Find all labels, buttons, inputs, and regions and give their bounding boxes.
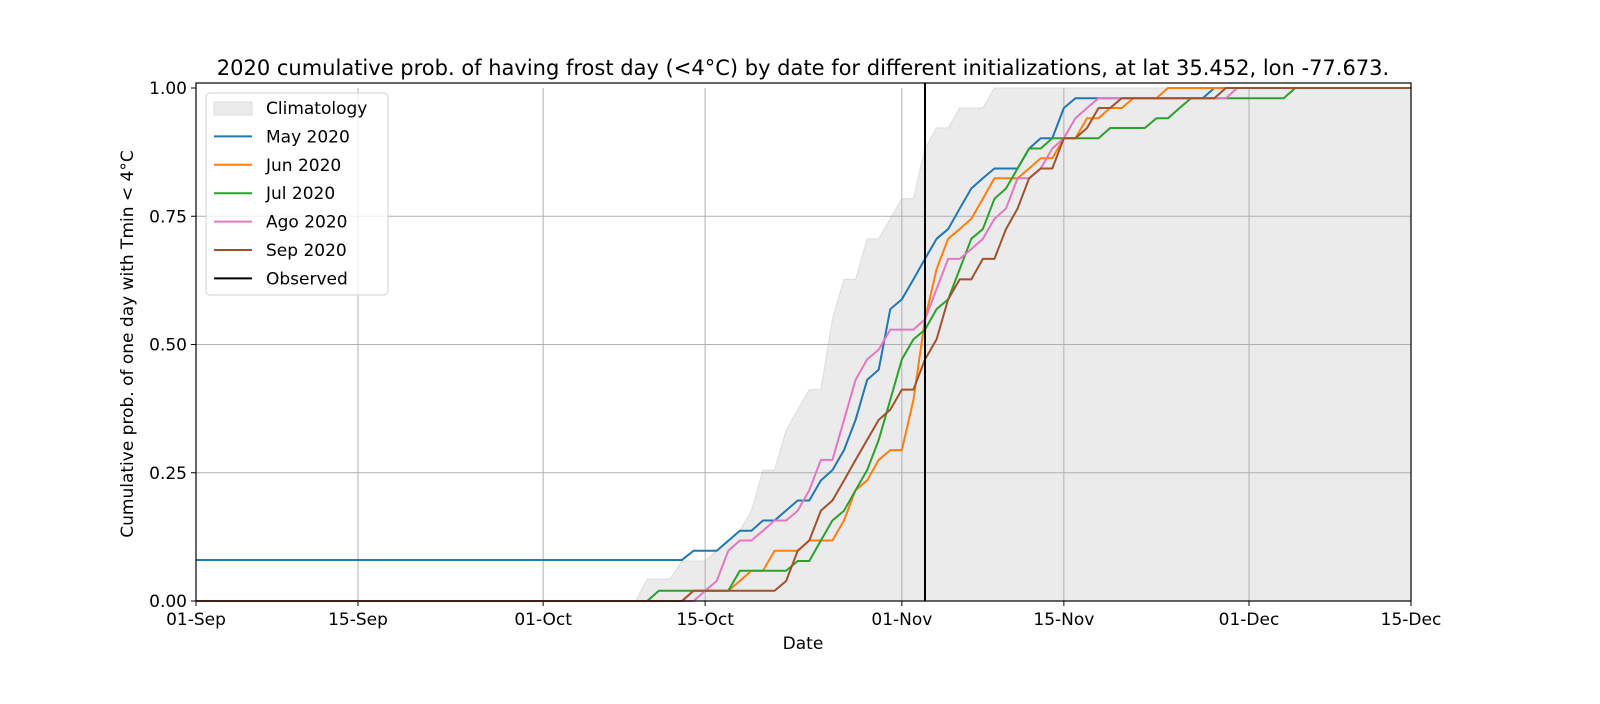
y-axis-label: Cumulative prob. of one day with Tmin < … xyxy=(118,150,138,538)
y-tick-label: 1.00 xyxy=(149,79,187,99)
y-tick-label: 0.00 xyxy=(149,592,187,612)
x-tick-label: 15-Sep xyxy=(328,610,388,630)
legend-label: Jun 2020 xyxy=(265,156,341,176)
y-tick-label: 0.25 xyxy=(149,464,187,484)
legend-swatch-climatology xyxy=(213,101,253,116)
chart-title: 2020 cumulative prob. of having frost da… xyxy=(217,56,1389,80)
series-line-may-2020 xyxy=(196,87,1411,561)
x-tick-label: 01-Sep xyxy=(166,610,226,630)
legend-label: Observed xyxy=(266,269,348,289)
series-line-ago-2020 xyxy=(196,87,1411,602)
series-line-jun-2020 xyxy=(196,87,1411,602)
x-tick-label: 15-Nov xyxy=(1033,610,1094,630)
x-tick-label: 01-Nov xyxy=(871,610,932,630)
legend-label: Jul 2020 xyxy=(265,184,335,204)
y-tick-label: 0.50 xyxy=(149,336,187,356)
legend-label: May 2020 xyxy=(266,127,350,147)
legend: Climatology May 2020 Jun 2020 Jul 2020 Ago 2… xyxy=(205,92,389,296)
legend-label: Ago 2020 xyxy=(266,213,348,233)
plot-area: 01-Sep 15-Sep 01-Oct 15-Oct 01-Nov 15-Nov 01-D… xyxy=(149,79,1441,630)
axes-frame xyxy=(195,82,1412,602)
series-line-sep-2020 xyxy=(196,87,1411,602)
x-tick-label: 15-Dec xyxy=(1381,610,1442,630)
x-tick-label: 15-Oct xyxy=(676,610,734,630)
x-tick-label: 01-Dec xyxy=(1219,610,1280,630)
legend-label: Climatology xyxy=(266,99,367,119)
legend-label: Sep 2020 xyxy=(266,241,347,261)
x-axis-label: Date xyxy=(783,634,824,654)
y-tick-label: 0.75 xyxy=(149,207,187,227)
legend-box xyxy=(205,92,389,296)
x-tick-label: 01-Oct xyxy=(514,610,572,630)
